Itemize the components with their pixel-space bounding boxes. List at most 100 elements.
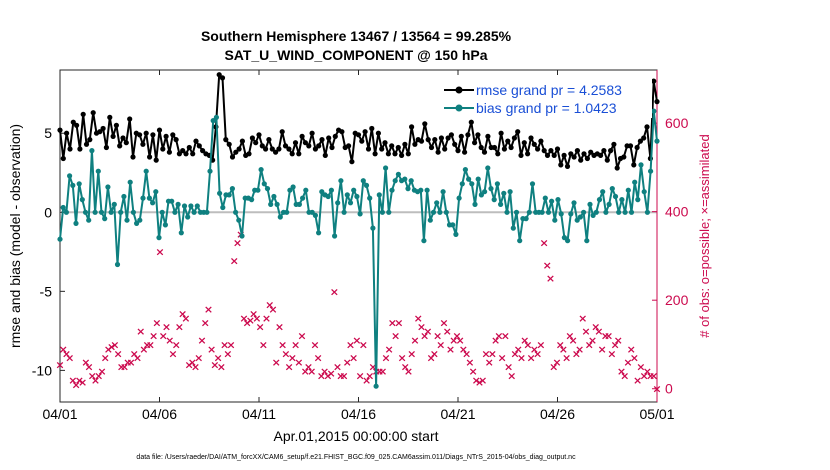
bias-point xyxy=(57,236,63,242)
obs-count-marker: × xyxy=(136,325,145,338)
bias-point xyxy=(555,197,561,203)
rmse-point xyxy=(107,114,113,120)
obs-count-marker: × xyxy=(133,352,142,365)
rmse-point xyxy=(302,140,308,146)
rmse-point xyxy=(123,140,129,146)
rmse-point xyxy=(263,146,269,152)
rmse-point xyxy=(641,135,647,141)
obs-count-marker: × xyxy=(104,343,113,356)
rmse-point xyxy=(442,146,448,152)
rmse-point xyxy=(253,140,259,146)
obs-count-marker: × xyxy=(310,338,319,351)
bias-point xyxy=(638,162,644,168)
rmse-point xyxy=(608,148,614,154)
bias-point xyxy=(268,201,274,207)
rmse-point xyxy=(435,149,441,155)
obs-count-marker: × xyxy=(491,334,500,347)
obs-count-marker: × xyxy=(97,365,106,378)
bias-point xyxy=(303,187,309,193)
bias-point xyxy=(472,201,478,207)
obs-count-marker: × xyxy=(149,330,158,343)
bias-point xyxy=(172,209,178,215)
bias-point xyxy=(507,189,513,195)
obs-count-marker: × xyxy=(436,338,445,351)
rmse-point xyxy=(382,140,388,146)
obs-count-marker: × xyxy=(494,330,503,343)
bias-point xyxy=(73,220,79,226)
obs-count-marker: × xyxy=(68,374,77,387)
rmse-point xyxy=(425,137,431,143)
obs-count-marker: × xyxy=(304,361,313,374)
bias-point xyxy=(86,217,92,223)
y-axis-right: 600 400 200 0 xyxy=(652,70,689,402)
obs-count-marker: × xyxy=(162,321,171,334)
bias-series-line xyxy=(59,110,658,388)
rmse-point xyxy=(120,135,126,141)
obs-count-marker: × xyxy=(546,272,555,285)
obs-count-marker: × xyxy=(478,374,487,387)
bias-point xyxy=(181,203,188,209)
obs-count-marker: × xyxy=(201,316,210,329)
obs-count-marker: × xyxy=(168,347,177,360)
bias-point xyxy=(249,197,255,203)
rmse-point xyxy=(153,157,159,163)
bias-point xyxy=(376,192,382,198)
rmse-point xyxy=(395,144,401,151)
obs-count-marker: × xyxy=(339,369,348,382)
obs-count-marker: × xyxy=(255,321,264,334)
obs-count-marker: × xyxy=(391,330,400,343)
obs-count-marker: × xyxy=(159,330,168,343)
bias-point xyxy=(612,193,619,200)
bias-point xyxy=(89,148,95,154)
rmse-point xyxy=(631,162,637,168)
bias-point xyxy=(549,198,555,204)
rmse-point xyxy=(346,143,352,149)
bias-point xyxy=(82,209,89,215)
rmse-point xyxy=(299,133,305,139)
series-layer: ××××××××××××××××××××××××××××××××××××××××… xyxy=(55,72,662,396)
rmse-point xyxy=(83,141,90,147)
rmse-point xyxy=(472,140,478,146)
bias-point xyxy=(561,235,568,241)
rmse-point xyxy=(601,148,607,154)
rmse-point xyxy=(87,137,93,143)
rmse-point xyxy=(259,143,265,149)
obs-count-marker: × xyxy=(65,352,74,365)
bias-point xyxy=(450,222,456,228)
x-tick-label: 04/11 xyxy=(242,406,276,422)
rmse-point xyxy=(544,152,551,158)
obs-count-marker: × xyxy=(407,347,416,360)
rmse-point xyxy=(140,141,146,147)
bias-point xyxy=(590,212,596,218)
x-tick-label: 04/26 xyxy=(540,406,575,422)
rmse-point xyxy=(501,146,507,152)
rmse-point xyxy=(379,146,385,152)
bias-point xyxy=(76,181,82,187)
x-tick-label: 04/16 xyxy=(341,406,376,422)
obs-count-marker: × xyxy=(652,383,661,396)
obs-count-marker: × xyxy=(294,356,303,369)
obs-count-marker: × xyxy=(591,321,600,334)
bias-point xyxy=(130,209,136,215)
bias-point xyxy=(523,216,529,222)
bias-point xyxy=(284,209,290,215)
rmse-point xyxy=(359,138,365,144)
obs-count-marker: × xyxy=(223,347,232,360)
bias-point xyxy=(98,209,105,215)
obs-count-marker: × xyxy=(55,358,64,371)
rmse-point xyxy=(289,151,295,157)
obs-count-marker: × xyxy=(123,356,132,369)
bias-point xyxy=(577,214,584,220)
obs-count-marker: × xyxy=(233,237,242,250)
rmse-point xyxy=(150,132,156,138)
obs-count-marker: × xyxy=(317,369,326,382)
rmse-point xyxy=(535,146,541,152)
bias-point xyxy=(70,182,76,188)
bias-point xyxy=(635,197,641,203)
obs-count-marker: × xyxy=(388,316,397,329)
obs-count-marker: × xyxy=(514,343,523,356)
obs-count-marker: × xyxy=(320,365,329,378)
rmse-point xyxy=(117,143,123,149)
bias-point xyxy=(185,214,191,220)
bias-point xyxy=(565,238,571,244)
